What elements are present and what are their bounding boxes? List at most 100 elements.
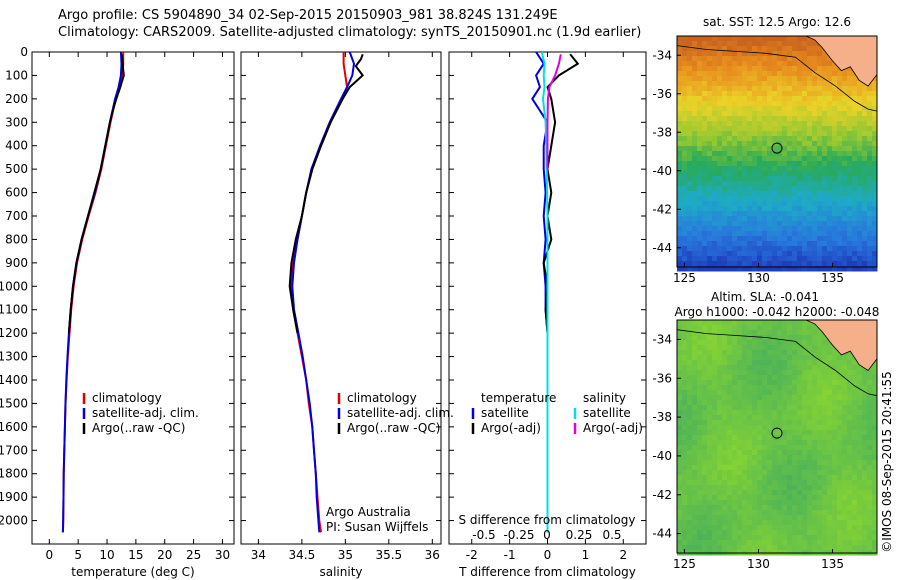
figure-title-line1: Argo profile: CS 5904890_34 02-Sep-2015 …	[58, 8, 558, 23]
map-y-tick-label: -34	[652, 332, 672, 346]
figure-title-line2: Climatology: CARS2009. Satellite-adjuste…	[58, 25, 642, 40]
map-y-tick-label: -36	[652, 371, 672, 385]
temperature-legend-label: Argo(..raw -QC)	[92, 421, 185, 435]
x-tick-label: 15	[128, 548, 143, 562]
map-x-tick-label: 135	[821, 557, 844, 571]
x-tick-label: 5	[74, 548, 82, 562]
y-tick-label: 1200	[0, 326, 28, 340]
map-y-tick-label: -36	[652, 87, 672, 101]
y-tick-label: 400	[5, 139, 28, 153]
map-frame-sla-map	[676, 319, 878, 554]
x-tick-label: 2	[619, 548, 627, 562]
argo-float-marker	[771, 142, 783, 154]
map-y-tick-label: -40	[652, 449, 672, 463]
map-x-tick-label: 125	[673, 271, 696, 285]
map-y-tick-label: -38	[652, 125, 672, 139]
diff-legend-label: Argo(-adj)	[481, 421, 541, 435]
y-tick-label: 900	[5, 256, 28, 270]
y-tick-label: 1800	[0, 467, 28, 481]
y-tick-label: 800	[5, 232, 28, 246]
x-tick-label: 34.5	[289, 548, 316, 562]
y-tick-label: 1000	[0, 279, 28, 293]
x-tick-label: 36	[425, 548, 440, 562]
x-tick-label: -2	[466, 548, 478, 562]
salinity-legend-label: satellite-adj. clim.	[347, 406, 454, 420]
panel-frame-temperature	[31, 51, 235, 545]
y-tick-label: 300	[5, 115, 28, 129]
y-tick-label: 500	[5, 162, 28, 176]
y-tick-label: 1500	[0, 396, 28, 410]
argo-float-marker	[771, 427, 783, 439]
temp-diff-legend-title: temperature	[481, 391, 556, 405]
x-tick-label: 25	[186, 548, 201, 562]
imos-timestamp-label: ©IMOS 08-Sep-2015 20:41:55	[880, 371, 894, 553]
x-tick-label: -1	[504, 548, 516, 562]
secondary-x-tick-label: 0.5	[602, 528, 621, 542]
map-y-tick-label: -42	[652, 488, 672, 502]
map-y-tick-label: -42	[652, 202, 672, 216]
diff-legend-label: satellite	[481, 406, 529, 420]
series-line-salinity-argo-adj-	[546, 54, 562, 170]
x-axis-label: temperature (deg C)	[71, 565, 194, 579]
x-tick-label: 10	[99, 548, 114, 562]
shelf-contour-sst-map	[676, 45, 878, 112]
series-line-climatology	[290, 52, 349, 533]
x-tick-label: 0	[544, 548, 552, 562]
temperature-legend-label: climatology	[92, 391, 162, 405]
annotation-line: Argo Australia	[326, 505, 411, 519]
x-axis-label: salinity	[319, 565, 362, 579]
sla-map-title-line2: Argo h1000: -0.042 h2000: -0.048	[675, 305, 880, 319]
map-x-tick-label: 130	[747, 557, 770, 571]
sal-diff-legend-title: salinity	[583, 391, 626, 405]
x-tick-label: 1	[582, 548, 590, 562]
sla-map-title-line1: Altim. SLA: -0.041	[711, 290, 819, 304]
map-x-tick-label: 125	[673, 557, 696, 571]
secondary-x-tick-label: -0.25	[503, 528, 534, 542]
temperature-legend-label: satellite-adj. clim.	[92, 406, 199, 420]
map-x-tick-label: 130	[747, 271, 770, 285]
series-line-salinity-satellite	[540, 51, 549, 533]
x-tick-label: 34	[251, 548, 266, 562]
map-y-tick-label: -38	[652, 410, 672, 424]
map-y-tick-label: -40	[652, 164, 672, 178]
shelf-contour-sla-map	[676, 329, 878, 397]
map-y-tick-label: -44	[652, 241, 672, 255]
map-x-tick-label: 135	[821, 271, 844, 285]
secondary-x-tick-label: -0.5	[472, 528, 495, 542]
sst-map-title: sat. SST: 12.5 Argo: 12.6	[703, 15, 851, 29]
y-tick-label: 1300	[0, 350, 28, 364]
y-tick-label: 1900	[0, 490, 28, 504]
y-tick-label: 700	[5, 209, 28, 223]
y-tick-label: 100	[5, 68, 28, 82]
map-y-tick-label: -44	[652, 527, 672, 541]
y-tick-label: 1400	[0, 373, 28, 387]
secondary-x-tick-label: 0	[543, 528, 551, 542]
y-tick-label: 1700	[0, 443, 28, 457]
y-tick-label: 2000	[0, 514, 28, 528]
panel-frame-salinity	[240, 51, 442, 545]
series-line-argo-raw-qc-	[67, 54, 125, 334]
map-sst-map	[677, 36, 878, 272]
secondary-x-axis-label: S difference from climatology	[459, 513, 636, 527]
salinity-legend-label: climatology	[347, 391, 417, 405]
x-axis-label: T difference from climatology	[458, 565, 636, 579]
series-line-satellite-adj-clim-	[291, 51, 356, 533]
diff-legend-label: satellite	[583, 406, 631, 420]
y-tick-label: 1600	[0, 420, 28, 434]
map-frame-sst-map	[676, 35, 878, 268]
y-tick-label: 1100	[0, 303, 28, 317]
y-tick-label: 200	[5, 92, 28, 106]
salinity-legend-label: Argo(..raw -QC)	[347, 421, 440, 435]
annotation-line: PI: Susan Wijffels	[326, 520, 428, 534]
secondary-x-tick-label: 0.25	[566, 528, 593, 542]
x-tick-label: 30	[215, 548, 230, 562]
series-line-argo-raw-qc-	[288, 53, 365, 334]
diff-legend-label: Argo(-adj)	[583, 421, 643, 435]
y-tick-label: 0	[20, 45, 28, 59]
x-tick-label: 35	[338, 548, 353, 562]
x-tick-label: 0	[45, 548, 53, 562]
map-y-tick-label: -34	[652, 48, 672, 62]
x-tick-label: 35.5	[375, 548, 402, 562]
y-tick-label: 600	[5, 186, 28, 200]
